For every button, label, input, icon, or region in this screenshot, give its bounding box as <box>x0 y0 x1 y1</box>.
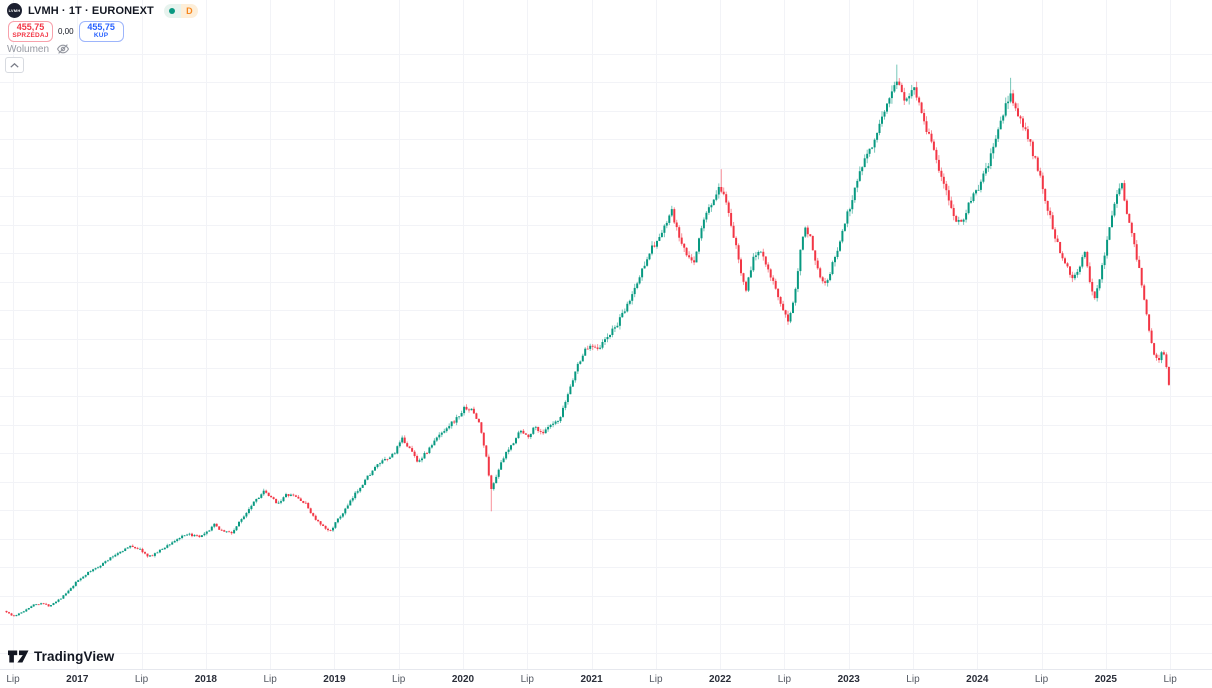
buy-button[interactable]: 455,75 KUP <box>78 21 124 42</box>
candle-wicks <box>6 64 1170 617</box>
time-axis-label: 2023 <box>837 674 860 685</box>
sell-price: 455,75 <box>16 22 45 33</box>
time-axis-label: 2017 <box>66 674 89 685</box>
time-axis-label: Lip <box>906 674 920 685</box>
time-axis-label: Lip <box>134 674 149 685</box>
time-axis-label: 2020 <box>451 674 475 685</box>
chevron-up-icon <box>10 62 19 68</box>
price-chart[interactable] <box>0 0 1212 669</box>
time-axis-label: 2025 <box>1094 674 1117 685</box>
time-axis-label: 2019 <box>323 674 346 685</box>
time-axis-label: Lip <box>777 674 792 685</box>
volume-indicator-row: Wolumen <box>7 43 70 55</box>
buy-label: KUP <box>93 32 109 40</box>
symbol-row[interactable]: LVMH LVMH · 1T · EURONEXT D <box>7 3 198 18</box>
time-axis-label: 2021 <box>580 674 603 685</box>
time-axis-label: 2024 <box>966 674 989 685</box>
status-pill[interactable]: D <box>163 3 198 18</box>
time-axis-label: 2022 <box>709 674 732 685</box>
buy-price: 455,75 <box>87 22 115 33</box>
sell-label: SPRZEDAJ <box>12 32 49 40</box>
tradingview-logo[interactable]: TradingView <box>8 649 114 664</box>
time-axis-label: Lip <box>392 674 406 685</box>
symbol-title[interactable]: LVMH · 1T · EURONEXT <box>28 4 154 17</box>
symbol-logo-text: LVMH <box>8 8 21 13</box>
tradingview-logo-text: TradingView <box>34 649 115 664</box>
time-axis-label: Lip <box>1163 674 1177 685</box>
time-axis-label: Lip <box>6 674 20 685</box>
symbol-logo: LVMH <box>7 3 22 18</box>
time-axis-label: Lip <box>520 674 534 685</box>
time-axis-label: Lip <box>263 674 277 685</box>
market-open-dot-icon <box>169 7 176 14</box>
sell-button[interactable]: 455,75 SPRZEDAJ <box>8 21 53 42</box>
candle-bodies <box>5 81 1170 617</box>
time-axis-label: 2018 <box>194 674 217 685</box>
tradingview-mark-icon <box>8 650 29 663</box>
market-status-segment <box>163 3 181 18</box>
volume-hidden-eye-icon[interactable] <box>56 43 70 55</box>
time-axis[interactable]: Lip 2017 Lip 2018 Lip 2019 Lip 2020 Lip 2021 Lip 20… <box>0 669 1212 688</box>
delayed-data-badge: D <box>180 3 198 18</box>
time-axis-label: Lip <box>649 674 663 685</box>
pane-collapse-button[interactable] <box>5 57 24 73</box>
time-axis-label: Lip <box>1034 674 1049 685</box>
spread-value: 0,00 <box>58 27 74 36</box>
volume-label: Wolumen <box>7 43 50 55</box>
trade-buttons-row: 455,75 SPRZEDAJ 0,00 455,75 KUP <box>8 21 124 42</box>
